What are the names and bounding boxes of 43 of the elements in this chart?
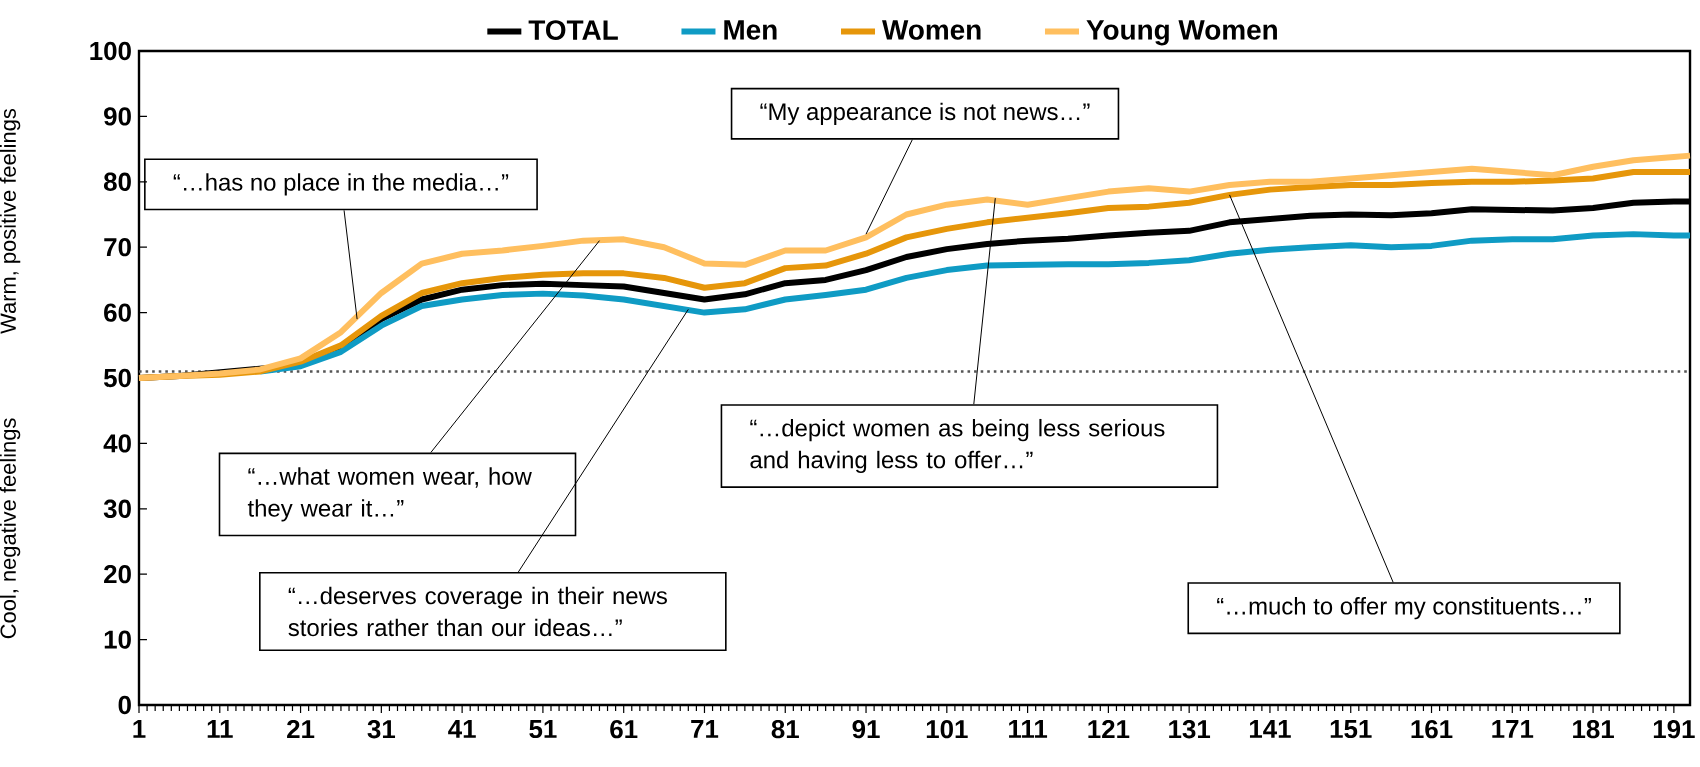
legend-label: TOTAL bbox=[528, 20, 618, 40]
x-tick-label: 151 bbox=[1330, 720, 1372, 739]
legend-label: Women bbox=[882, 20, 981, 40]
annotation: “My appearance is not news…” bbox=[760, 102, 1090, 125]
x-tick-label: 31 bbox=[367, 720, 396, 739]
x-tick-label: 161 bbox=[1411, 720, 1453, 739]
y-tick-label: 30 bbox=[103, 499, 131, 518]
annotation: “…much to offer my constituents…” bbox=[1217, 597, 1591, 620]
y-tick-label: 60 bbox=[104, 303, 131, 322]
y-axis-title: Warm, positive feelings bbox=[0, 109, 21, 334]
y-tick-label: 50 bbox=[103, 368, 131, 388]
text: Cool, negative feelings bbox=[0, 418, 21, 639]
annotation: “…depict women as being less serious and having less to offer…” bbox=[750, 418, 1165, 474]
legend-label: Men bbox=[724, 20, 777, 40]
annotation: “…what women wear, how they wear it…” bbox=[247, 467, 532, 522]
y-tick-label: 80 bbox=[103, 172, 131, 191]
x-tick-label: 41 bbox=[448, 720, 476, 738]
y-tick-label: 0 bbox=[118, 695, 131, 715]
x-tick-label: 51 bbox=[529, 720, 557, 739]
x-tick-label: 181 bbox=[1573, 720, 1614, 739]
x-tick-label: 131 bbox=[1169, 720, 1211, 739]
x-tick-label: 171 bbox=[1492, 720, 1534, 738]
x-tick-label: 91 bbox=[852, 720, 880, 739]
y-tick-label: 40 bbox=[103, 434, 131, 453]
annotation: “…has no place in the media…” bbox=[173, 173, 509, 196]
y-tick-label: 20 bbox=[104, 565, 131, 584]
y-tick-label: 10 bbox=[104, 630, 131, 649]
y-tick-label: 70 bbox=[104, 238, 131, 257]
x-tick-label: 111 bbox=[1009, 720, 1048, 738]
x-tick-label: 81 bbox=[771, 720, 799, 739]
x-tick-label: 71 bbox=[691, 720, 719, 738]
y-tick-label: 100 bbox=[90, 41, 131, 61]
x-tick-label: 121 bbox=[1088, 720, 1130, 739]
x-tick-label: 1 bbox=[133, 720, 146, 738]
x-tick-label: 101 bbox=[926, 720, 968, 739]
y-tick-label: 90 bbox=[104, 107, 131, 126]
x-tick-label: 11 bbox=[207, 720, 233, 738]
x-tick-label: 21 bbox=[287, 720, 315, 739]
annotation: “…deserves coverage in their news stories rather than our ideas…” bbox=[288, 586, 667, 637]
x-tick-label: 141 bbox=[1249, 720, 1291, 738]
x-tick-label: 191 bbox=[1653, 720, 1695, 739]
legend-label: Young Women bbox=[1086, 20, 1277, 46]
x-tick-label: 61 bbox=[610, 720, 638, 739]
